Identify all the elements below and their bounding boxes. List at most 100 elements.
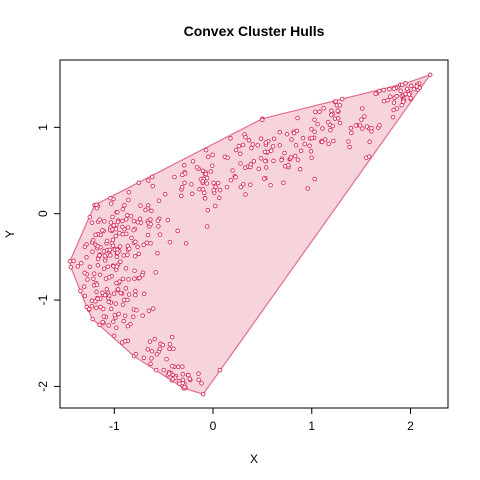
data-point	[243, 192, 248, 197]
data-point	[240, 142, 246, 148]
data-point	[108, 195, 113, 201]
data-point	[89, 303, 95, 309]
data-point	[113, 301, 118, 306]
data-point	[110, 214, 115, 220]
data-point	[89, 220, 95, 225]
data-point	[359, 126, 365, 131]
data-point	[197, 187, 202, 192]
data-point	[357, 123, 363, 128]
data-point	[108, 220, 114, 225]
data-point	[148, 241, 153, 246]
data-point	[233, 147, 239, 153]
data-point	[172, 174, 177, 180]
data-point	[162, 191, 168, 197]
data-point	[295, 115, 300, 121]
data-point	[140, 313, 145, 318]
data-point	[67, 258, 73, 264]
data-point	[112, 312, 117, 318]
data-point	[98, 304, 103, 310]
data-point	[187, 376, 193, 381]
data-point	[277, 143, 282, 148]
data-point	[117, 244, 123, 249]
data-point	[106, 299, 111, 305]
data-point	[353, 123, 359, 128]
data-point	[213, 203, 218, 209]
data-point	[102, 292, 108, 298]
data-point	[114, 280, 119, 286]
data-point	[298, 148, 304, 154]
data-point	[160, 342, 166, 348]
data-point	[339, 96, 345, 102]
data-point	[133, 292, 138, 298]
data-point	[169, 363, 175, 369]
data-point	[68, 264, 74, 270]
data-point	[144, 240, 150, 245]
data-point	[133, 351, 139, 357]
data-point	[268, 182, 273, 188]
data-point	[125, 252, 130, 258]
data-point	[294, 128, 300, 134]
data-point	[108, 253, 113, 258]
data-point	[149, 348, 155, 354]
data-point	[175, 228, 180, 234]
data-point	[137, 275, 142, 281]
data-point	[93, 232, 98, 238]
data-point	[90, 249, 95, 254]
data-point	[249, 145, 254, 151]
data-point	[228, 177, 234, 183]
data-point	[157, 346, 163, 352]
data-point	[210, 163, 215, 168]
data-point	[211, 187, 217, 193]
data-point	[170, 376, 176, 382]
data-point	[132, 268, 137, 273]
data-point	[89, 298, 95, 304]
data-point	[97, 253, 102, 258]
data-point	[179, 193, 184, 199]
data-point	[427, 72, 433, 77]
data-point	[157, 232, 163, 237]
data-point	[322, 137, 328, 142]
data-point	[208, 169, 214, 174]
data-point	[228, 136, 233, 141]
data-point	[242, 165, 248, 171]
data-point	[125, 225, 131, 230]
data-point	[125, 297, 130, 303]
data-point	[179, 184, 185, 190]
convex-hull	[69, 73, 432, 395]
data-point	[312, 129, 317, 134]
data-point	[123, 266, 129, 271]
data-point	[408, 95, 414, 101]
data-point	[236, 143, 242, 149]
data-point	[183, 241, 189, 246]
data-point	[102, 253, 108, 259]
data-point	[87, 264, 93, 270]
data-point	[203, 147, 209, 153]
data-point	[403, 91, 408, 97]
data-point	[110, 243, 116, 248]
y-tick-label: 1	[36, 124, 50, 131]
data-point	[125, 213, 130, 218]
data-point	[325, 119, 331, 125]
data-point	[217, 367, 223, 373]
data-point	[309, 126, 314, 132]
data-point	[238, 161, 243, 166]
data-point	[399, 102, 404, 108]
data-point	[330, 123, 335, 129]
data-point	[115, 250, 120, 255]
data-point	[271, 136, 277, 141]
data-point	[238, 151, 243, 157]
data-point	[94, 289, 99, 295]
data-point	[155, 250, 160, 256]
data-point	[398, 88, 403, 94]
data-point	[388, 94, 393, 99]
data-point	[391, 107, 396, 113]
data-point	[167, 346, 172, 352]
data-point	[106, 323, 111, 328]
data-point	[189, 182, 194, 187]
data-point	[300, 135, 306, 141]
data-point	[258, 156, 264, 161]
data-point	[104, 238, 110, 244]
data-point	[90, 238, 96, 243]
data-point	[164, 356, 169, 362]
